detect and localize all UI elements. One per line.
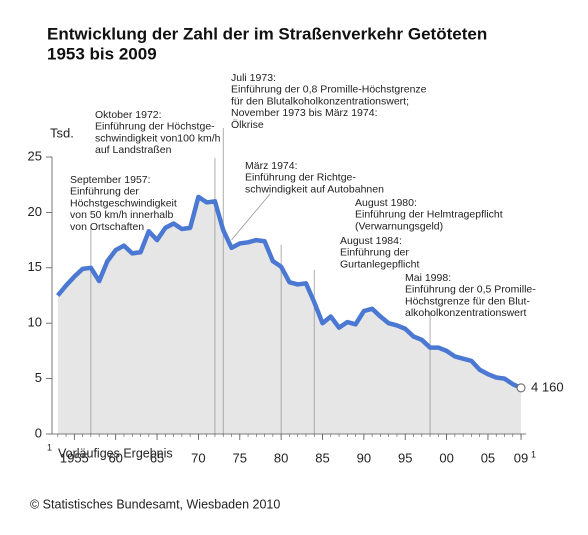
annotation-text: November 1973 bis März 1974:: [231, 107, 378, 119]
annotation-text: von 50 km/h innerhalb: [70, 209, 173, 221]
annotation-text: Oktober 1972:: [95, 109, 162, 121]
annotation-text: Höchstgrenze für den Blut-: [405, 295, 530, 307]
x-tick-label: 90: [357, 450, 371, 465]
y-tick-label: 0: [35, 425, 42, 440]
annotation-text: Gurtanlegepflicht: [340, 258, 419, 270]
annotation-text: August 1980:: [355, 197, 417, 209]
annotation-text: Einführung der: [70, 186, 139, 198]
x-tick-label: 85: [315, 450, 329, 465]
annotation-text: von Ortschaften: [70, 221, 144, 233]
y-tick-label: 25: [28, 148, 42, 163]
y-tick-label: 5: [35, 370, 42, 385]
y-unit: Tsd.: [50, 125, 74, 140]
annotation-text: September 1957:: [70, 174, 151, 186]
y-tick-label: 20: [28, 204, 42, 219]
annotation-text: Einführung der Richtge-: [245, 172, 356, 184]
annotation-text: schwindigkeit auf Autobahnen: [245, 183, 384, 195]
x-tick-label: 70: [191, 450, 205, 465]
value-label: 4 160: [531, 379, 564, 394]
x-tick-label: 95: [398, 450, 412, 465]
chart-title: Entwicklung der Zahl der im Straßenverke…: [47, 24, 487, 43]
x-tick-label: 1955: [60, 450, 89, 465]
y-tick-label: 10: [28, 315, 42, 330]
line: [56, 194, 522, 390]
annotation-text: Einführung der Helmtragepflicht: [355, 209, 503, 221]
annotation-text: März 1974:: [245, 160, 298, 172]
annotation-text: Einführung der: [340, 247, 409, 259]
annotation-text: auf Landstraßen: [95, 144, 172, 156]
end-point: [516, 383, 526, 393]
annotation-text: Einführung der Höchstge-: [95, 121, 215, 133]
annotation-text: Mai 1998:: [405, 272, 451, 284]
annotation-text: Juli 1973:: [231, 72, 276, 84]
annotation-text: August 1984:: [340, 235, 402, 247]
annotation-text: Höchstgeschwindigkeit: [70, 197, 177, 209]
x-tick-label: 65: [150, 450, 164, 465]
x-tick-label: 00: [439, 450, 453, 465]
x-tick-label: 05: [481, 450, 495, 465]
annotation-text: Ölkrise: [231, 119, 264, 131]
footnote-marker: 1: [47, 442, 52, 452]
annotation-text: schwindigkeit von100 km/h: [95, 132, 221, 144]
annotation-text: (Verwarnungsgeld): [355, 220, 443, 232]
x-tick-label: 75: [233, 450, 247, 465]
footnote: Vorläufiges Ergebnis: [58, 446, 173, 460]
annotation-text: Einführung der 0,8 Promille-Höchstgrenze: [231, 84, 427, 96]
annotation-text: alkoholkonzentrationswert: [405, 307, 526, 319]
annotation-text: für den Blutalkoholkonzentrationswert;: [231, 95, 409, 107]
x-tick-label: 80: [274, 450, 288, 465]
x-tick-label: 60: [108, 450, 122, 465]
y-tick-label: 15: [28, 259, 42, 274]
area: [57, 196, 522, 434]
source: © Statistisches Bundesamt, Wiesbaden 201…: [30, 497, 280, 511]
annotation-line: [231, 193, 271, 241]
annotation-text: Einführung der 0,5 Promille-: [405, 284, 536, 296]
chart-subtitle: 1953 bis 2009: [47, 44, 157, 63]
x-tick-label: 09: [514, 450, 528, 465]
footnote-marker: 1: [531, 449, 536, 459]
